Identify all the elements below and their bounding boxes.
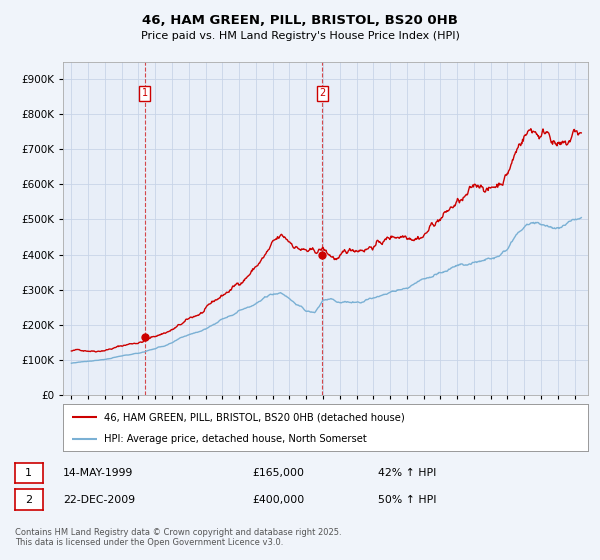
Text: 2: 2 xyxy=(25,494,32,505)
Text: 14-MAY-1999: 14-MAY-1999 xyxy=(63,468,133,478)
Text: Contains HM Land Registry data © Crown copyright and database right 2025.
This d: Contains HM Land Registry data © Crown c… xyxy=(15,528,341,547)
Text: 46, HAM GREEN, PILL, BRISTOL, BS20 0HB: 46, HAM GREEN, PILL, BRISTOL, BS20 0HB xyxy=(142,14,458,27)
Text: £165,000: £165,000 xyxy=(252,468,304,478)
Text: Price paid vs. HM Land Registry's House Price Index (HPI): Price paid vs. HM Land Registry's House … xyxy=(140,31,460,41)
Text: HPI: Average price, detached house, North Somerset: HPI: Average price, detached house, Nort… xyxy=(104,434,367,444)
Text: 50% ↑ HPI: 50% ↑ HPI xyxy=(378,494,437,505)
Text: 42% ↑ HPI: 42% ↑ HPI xyxy=(378,468,436,478)
Text: 46, HAM GREEN, PILL, BRISTOL, BS20 0HB (detached house): 46, HAM GREEN, PILL, BRISTOL, BS20 0HB (… xyxy=(104,412,404,422)
Text: 22-DEC-2009: 22-DEC-2009 xyxy=(63,494,135,505)
Text: £400,000: £400,000 xyxy=(252,494,304,505)
Text: 2: 2 xyxy=(319,88,326,98)
Text: 1: 1 xyxy=(25,468,32,478)
Text: 1: 1 xyxy=(142,88,148,98)
